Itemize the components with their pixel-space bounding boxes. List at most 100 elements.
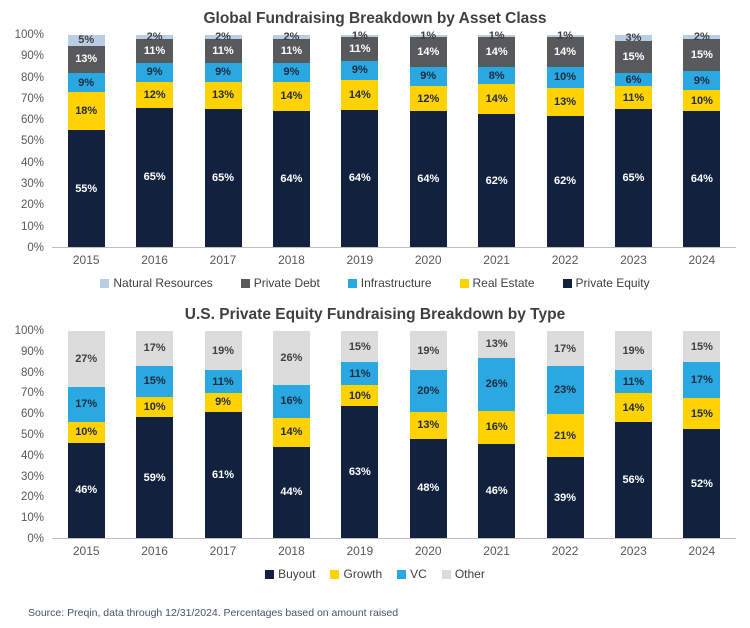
bar-segment: 18% bbox=[67, 92, 105, 131]
segment-label: 26% bbox=[485, 378, 508, 391]
bar-segment: 59% bbox=[136, 417, 174, 538]
segment-label: 44% bbox=[280, 486, 303, 499]
bar-slot: 15% 17% 15% 52% bbox=[668, 331, 736, 538]
segment-label: 1% bbox=[488, 30, 505, 43]
x-tick-label: 2023 bbox=[620, 253, 647, 267]
segment-label: 56% bbox=[622, 474, 645, 487]
bar-segment: 52% bbox=[683, 429, 721, 538]
legend-label: Other bbox=[454, 567, 485, 581]
bar: 2% 11% 9% 13% 65% bbox=[204, 32, 242, 247]
bar-segment: 14% bbox=[478, 84, 516, 115]
bar-segment: 39% bbox=[546, 457, 584, 538]
bar-segment: 15% bbox=[683, 39, 721, 72]
segment-label: 23% bbox=[554, 383, 577, 396]
legend-swatch bbox=[459, 278, 469, 288]
segment-label: 52% bbox=[690, 477, 713, 490]
segment-label: 11% bbox=[212, 44, 234, 57]
segment-label: 27% bbox=[75, 352, 98, 365]
legend-item: Other bbox=[441, 567, 485, 581]
bar-segment: 1% bbox=[546, 31, 584, 42]
bar-segment: 55% bbox=[67, 130, 105, 247]
global-fundraising-chart: Global Fundraising Breakdown by Asset Cl… bbox=[0, 0, 750, 290]
bar-segment: 9% bbox=[136, 62, 174, 83]
bar-slot: 13% 26% 16% 46% bbox=[462, 331, 530, 538]
bar-segment: 9% bbox=[409, 66, 447, 86]
y-axis: 100% 90% 80% 70% 60% 50% 40% 30% 20% 10% 0% bbox=[14, 325, 44, 545]
bar-segment: 9% bbox=[683, 71, 721, 91]
legend-label: Infrastructure bbox=[360, 276, 432, 290]
bar: 1% 11% 9% 14% 64% bbox=[341, 31, 379, 247]
bar-slot: 3% 15% 6% 11% 65% bbox=[599, 33, 667, 247]
bar-slot: 27% 17% 10% 46% bbox=[52, 331, 120, 538]
legend-swatch bbox=[330, 569, 340, 579]
segment-label: 10% bbox=[143, 400, 166, 413]
x-tick-label: 2021 bbox=[483, 253, 510, 267]
segment-label: 15% bbox=[622, 51, 645, 64]
bar-slot: 26% 16% 14% 44% bbox=[257, 331, 325, 538]
bar: 1% 14% 9% 12% 64% bbox=[409, 31, 447, 247]
bar-segment: 10% bbox=[341, 385, 379, 407]
bar: 13% 26% 16% 46% bbox=[478, 331, 516, 538]
bar-segment: 11% bbox=[614, 370, 652, 394]
x-tick-label: 2018 bbox=[278, 544, 305, 558]
bar-segment: 11% bbox=[204, 370, 242, 394]
chart-title: Global Fundraising Breakdown by Asset Cl… bbox=[203, 10, 547, 27]
bar-segment: 15% bbox=[683, 397, 721, 430]
x-tick-label: 2021 bbox=[483, 544, 510, 558]
bar: 3% 15% 6% 11% 65% bbox=[614, 33, 652, 247]
bar-segment: 46% bbox=[67, 442, 105, 538]
x-tick-label: 2019 bbox=[346, 544, 374, 558]
x-axis: 2015 2016 2017 2018 2019 2020 2021 2022 2023 2024 bbox=[52, 253, 736, 267]
segment-label: 1% bbox=[420, 30, 437, 43]
legend-label: Private Debt bbox=[253, 276, 320, 290]
segment-label: 9% bbox=[693, 74, 710, 87]
legend-item: VC bbox=[397, 567, 427, 581]
bar-segment: 17% bbox=[546, 331, 584, 367]
bar-segment: 2% bbox=[204, 32, 242, 43]
segment-label: 39% bbox=[554, 491, 577, 504]
legend-item: Growth bbox=[330, 567, 382, 581]
bar-segment: 15% bbox=[683, 331, 721, 363]
bar-slot: 17% 23% 21% 39% bbox=[531, 331, 599, 538]
bar-slot: 1% 14% 8% 14% 62% bbox=[462, 31, 530, 247]
segment-label: 62% bbox=[485, 174, 508, 187]
segment-label: 11% bbox=[280, 44, 303, 57]
bar: 1% 14% 10% 13% 62% bbox=[546, 31, 584, 247]
bar-segment: 20% bbox=[409, 370, 447, 412]
legend-item: Private Equity bbox=[562, 276, 650, 290]
segment-label: 46% bbox=[75, 484, 98, 497]
plot-row: 100% 90% 80% 70% 60% 50% 40% 30% 20% 10% 0% 5% 13% 9… bbox=[4, 29, 736, 254]
segment-label: 13% bbox=[417, 419, 440, 432]
segment-label: 11% bbox=[349, 367, 371, 380]
bar-segment: 23% bbox=[546, 366, 584, 414]
legend-item: Real Estate bbox=[459, 276, 535, 290]
segment-label: 26% bbox=[280, 351, 303, 364]
segment-label: 1% bbox=[351, 30, 368, 43]
bar-segment: 9% bbox=[67, 73, 105, 93]
bar-segment: 16% bbox=[478, 410, 516, 444]
legend-swatch bbox=[240, 278, 250, 288]
bar-segment: 65% bbox=[136, 107, 174, 247]
bar: 17% 23% 21% 39% bbox=[546, 331, 584, 538]
legend-swatch bbox=[441, 569, 451, 579]
bar-segment: 9% bbox=[341, 60, 379, 80]
segment-label: 11% bbox=[212, 375, 234, 388]
bar-slot: 2% 11% 9% 13% 65% bbox=[189, 32, 257, 247]
bar-segment: 13% bbox=[478, 331, 516, 358]
segment-label: 62% bbox=[554, 175, 577, 188]
segment-label: 18% bbox=[75, 105, 98, 118]
bar-segment: 62% bbox=[478, 114, 516, 247]
segment-label: 12% bbox=[143, 88, 166, 101]
bar-slot: 1% 11% 9% 14% 64% bbox=[326, 31, 394, 247]
bar-slot: 19% 11% 9% 61% bbox=[189, 331, 257, 538]
bar-segment: 12% bbox=[136, 82, 174, 108]
x-tick-label: 2016 bbox=[141, 544, 168, 558]
segment-label: 17% bbox=[75, 398, 98, 411]
bar-segment: 14% bbox=[409, 37, 447, 67]
segment-label: 13% bbox=[212, 89, 235, 102]
bar: 1% 14% 8% 14% 62% bbox=[478, 31, 516, 247]
segment-label: 65% bbox=[622, 172, 645, 185]
bar-segment: 19% bbox=[204, 331, 242, 371]
x-tick-label: 2023 bbox=[620, 544, 647, 558]
legend-label: Natural Resources bbox=[113, 276, 213, 290]
